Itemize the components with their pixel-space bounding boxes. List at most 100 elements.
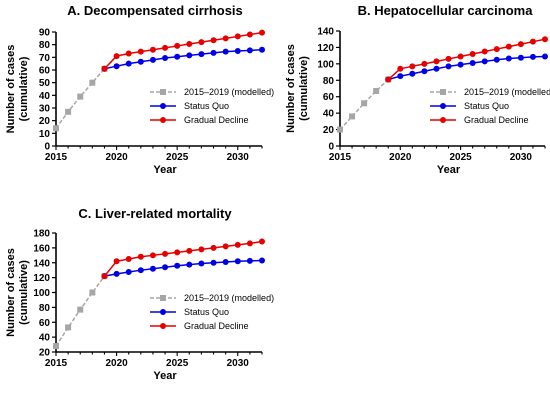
data-point — [210, 37, 217, 44]
data-point — [222, 243, 229, 250]
legend-marker — [160, 309, 166, 315]
data-point — [409, 63, 416, 70]
data-point — [433, 65, 440, 72]
x-tick-label: 2020 — [105, 358, 128, 369]
y-tick-label: 60 — [323, 92, 335, 103]
y-axis-label-line: Number of cases — [5, 248, 17, 337]
x-tick-label: 2015 — [329, 152, 352, 163]
data-point — [259, 46, 265, 53]
y-tick-label: 80 — [39, 303, 51, 314]
data-point — [125, 60, 132, 67]
y-tick-label: 60 — [39, 66, 51, 77]
legend-label: Status Quo — [184, 101, 229, 111]
data-point — [373, 87, 380, 94]
x-tick-label: 2020 — [389, 152, 412, 163]
y-tick-label: 40 — [323, 109, 335, 120]
y-tick-label: 0 — [328, 142, 334, 153]
data-point — [445, 55, 452, 62]
data-point — [421, 60, 428, 67]
x-tick-label: 2030 — [227, 152, 250, 163]
data-point — [259, 29, 265, 36]
data-point — [198, 39, 205, 46]
legend-label: 2015–2019 (modelled) — [184, 293, 274, 303]
legend-marker — [160, 89, 166, 95]
y-axis-label-line: Number of cases — [5, 45, 17, 134]
data-point — [493, 46, 500, 53]
data-point — [162, 44, 169, 51]
chart-title: C. Liver-related mortality — [78, 206, 232, 221]
data-point — [259, 257, 265, 264]
data-point — [234, 241, 241, 248]
y-tick-label: 20 — [323, 125, 335, 136]
data-point — [77, 93, 84, 100]
y-tick-label: 140 — [317, 27, 334, 38]
legend-marker — [160, 295, 166, 301]
y-tick-label: 120 — [33, 273, 50, 284]
data-point — [433, 58, 440, 65]
data-point — [481, 58, 488, 65]
y-tick-label: 160 — [33, 243, 50, 254]
y-axis-label: Number of cases(cumulative) — [5, 45, 30, 134]
data-point — [481, 48, 488, 55]
y-tick-label: 0 — [44, 142, 50, 153]
data-point — [210, 49, 217, 56]
legend-label: Gradual Decline — [464, 115, 529, 125]
data-point — [421, 68, 428, 75]
data-point — [234, 33, 241, 40]
data-point — [409, 70, 416, 77]
legend-label: Status Quo — [184, 307, 229, 317]
data-point — [137, 253, 144, 260]
x-axis-label: Year — [437, 164, 461, 176]
data-point — [186, 261, 193, 268]
data-point — [53, 125, 59, 132]
data-point — [469, 51, 476, 57]
y-tick-label: 10 — [39, 129, 51, 140]
data-point — [505, 43, 512, 50]
legend-marker — [160, 117, 166, 123]
data-point — [174, 249, 181, 256]
data-point — [149, 252, 156, 259]
data-point — [125, 256, 132, 263]
data-point — [385, 76, 392, 83]
data-point — [469, 60, 476, 67]
legend-marker — [440, 103, 446, 109]
data-point — [149, 56, 156, 63]
y-tick-label: 80 — [39, 40, 51, 51]
chart-panel-2: C. Liver-related mortality 20 40 60 80 100 120… — [5, 206, 274, 382]
x-tick-label: 2025 — [166, 152, 189, 163]
data-point — [542, 36, 548, 43]
legend-label: Gradual Decline — [184, 115, 249, 125]
x-tick-label: 2015 — [45, 358, 68, 369]
legend-marker — [440, 89, 446, 95]
x-tick-label: 2030 — [227, 358, 250, 369]
data-point — [457, 61, 464, 68]
y-tick-label: 50 — [39, 78, 51, 89]
y-tick-label: 20 — [39, 348, 51, 359]
legend-marker — [440, 117, 446, 123]
data-point — [65, 108, 72, 115]
legend-label: Gradual Decline — [184, 321, 249, 331]
data-point — [149, 265, 156, 272]
y-tick-label: 100 — [317, 59, 334, 70]
data-point — [89, 289, 96, 296]
data-point — [198, 260, 205, 267]
x-tick-label: 2025 — [449, 152, 472, 163]
data-point — [125, 50, 132, 57]
chart-panel-1: B. Hepatocellular carcinoma 0 20 40 60 80 100 1… — [285, 3, 550, 176]
data-point — [125, 269, 132, 276]
data-point — [186, 247, 193, 254]
data-point — [457, 53, 464, 60]
data-point — [162, 54, 169, 61]
data-point — [174, 42, 181, 49]
data-point — [517, 41, 524, 48]
data-point — [65, 324, 72, 331]
x-tick-label: 2015 — [45, 152, 68, 163]
chart-title: B. Hepatocellular carcinoma — [358, 3, 534, 18]
data-point — [234, 48, 241, 54]
x-tick-label: 2025 — [166, 358, 189, 369]
y-axis-label-line: (cumulative) — [18, 56, 30, 121]
data-point — [53, 343, 59, 350]
data-point — [137, 267, 144, 274]
